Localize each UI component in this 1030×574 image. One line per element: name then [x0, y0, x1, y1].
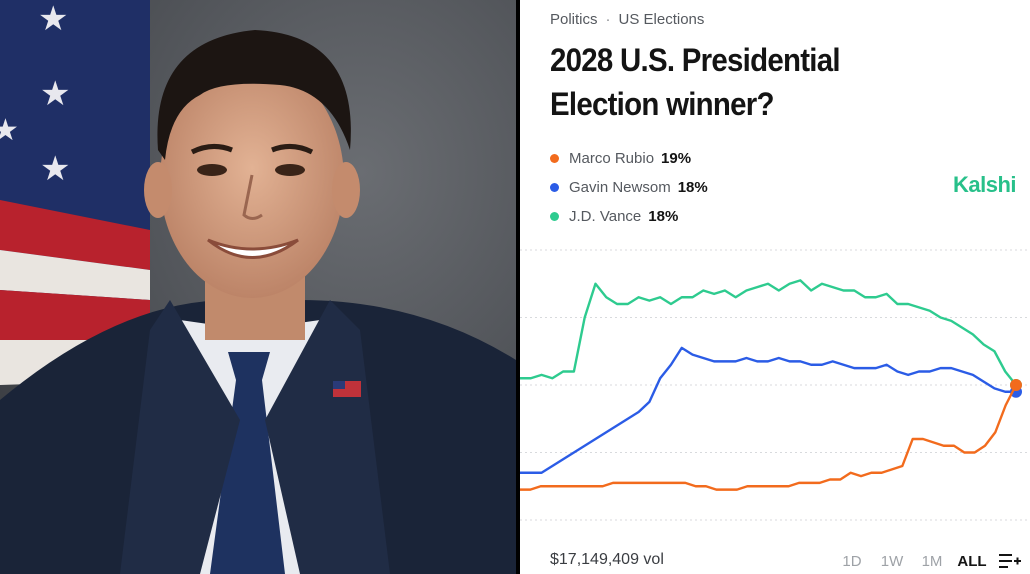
series-line-marco-rubio: [520, 384, 1018, 491]
legend-percent: 19%: [661, 150, 692, 167]
chart-legend: Marco Rubio 19% Gavin Newsom 18% J.D. Va…: [550, 144, 708, 231]
legend-dot-newsom: [550, 183, 559, 192]
market-panel: Politics · US Elections 2028 U.S. Presid…: [520, 0, 1030, 574]
hair: [157, 30, 351, 160]
svg-text:★: ★: [38, 0, 68, 39]
series-line-j-d-vance: [520, 279, 1017, 386]
range-tabs: 1D 1W 1M ALL: [832, 551, 1022, 571]
kalshi-logo[interactable]: Kalshi: [953, 172, 1017, 197]
legend-percent: 18%: [648, 208, 679, 225]
legend-name: Marco Rubio: [569, 150, 655, 167]
legend-item-newsom: Gavin Newsom 18%: [550, 173, 708, 202]
legend-item-vance: J.D. Vance 18%: [550, 202, 708, 231]
legend-dot-vance: [550, 212, 559, 221]
smile: [207, 238, 299, 259]
legend-item-rubio: Marco Rubio 19%: [550, 144, 708, 173]
tie: [210, 352, 285, 574]
range-tab-all[interactable]: ALL: [957, 552, 987, 570]
panel-divider: [516, 0, 520, 574]
legend-dot-rubio: [550, 154, 559, 163]
svg-text:★: ★: [40, 74, 70, 114]
range-tab-1d[interactable]: 1D: [842, 552, 862, 570]
series-line-gavin-newsom: [520, 346, 1016, 474]
range-tab-1m[interactable]: 1M: [921, 552, 943, 570]
legend-percent: 18%: [677, 179, 708, 196]
list-add-icon[interactable]: [998, 551, 1022, 571]
legend-name: Gavin Newsom: [569, 179, 671, 196]
breadcrumb: Politics · US Elections: [550, 11, 704, 28]
breadcrumb-subcategory[interactable]: US Elections: [618, 11, 705, 28]
breadcrumb-separator: ·: [605, 11, 611, 28]
svg-text:★: ★: [0, 113, 19, 148]
page-title: 2028 U.S. Presidential Election winner?: [550, 42, 841, 122]
legend-name: J.D. Vance: [569, 208, 642, 225]
portrait-illustration: ★ ★ ★ ★: [0, 0, 516, 574]
range-tab-1w[interactable]: 1W: [880, 552, 904, 570]
portrait-photo: ★ ★ ★ ★: [0, 0, 516, 574]
breadcrumb-category[interactable]: Politics: [550, 11, 598, 28]
series-end-dot-marco-rubio: [1010, 379, 1022, 391]
price-chart: [520, 249, 1030, 521]
svg-text:★: ★: [40, 149, 70, 189]
volume-label: $17,149,409 vol: [550, 551, 664, 568]
